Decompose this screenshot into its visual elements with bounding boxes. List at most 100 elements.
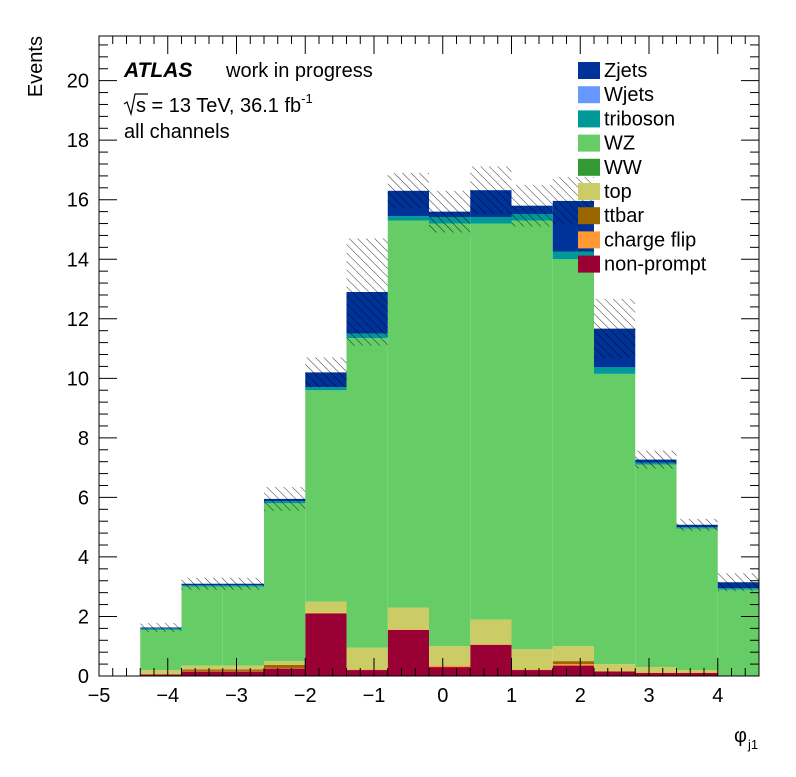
bar-top-bin-3 xyxy=(264,661,306,665)
x-tick-label: −4 xyxy=(156,685,179,707)
legend-label-non-prompt: non-prompt xyxy=(604,254,707,276)
x-tick-label: −5 xyxy=(88,685,111,707)
uncertainty-band-bin-8 xyxy=(470,166,512,215)
legend-swatch-Wjets xyxy=(578,86,600,104)
x-tick-label: 1 xyxy=(506,685,517,707)
legend-swatch-WZ xyxy=(578,134,600,152)
bar-WZ-bin-1 xyxy=(181,586,223,666)
bar-top-bin-11 xyxy=(594,664,636,671)
x-tick-label: 0 xyxy=(437,685,448,707)
uncertainty-band-bin-14 xyxy=(717,573,759,592)
legend-swatch-top xyxy=(578,183,600,200)
bar-charge-flip-bin-13 xyxy=(676,672,718,674)
bar-charge-flip-bin-1 xyxy=(181,670,223,672)
bar-non-prompt-bin-9 xyxy=(511,670,553,676)
bar-charge-flip-bin-3 xyxy=(264,667,306,669)
bar-charge-flip-bin-5 xyxy=(346,669,388,671)
y-tick-label: 2 xyxy=(78,606,89,628)
bar-ttbar-bin-1 xyxy=(181,669,223,671)
bar-top-bin-0 xyxy=(140,670,182,675)
y-tick-label: 8 xyxy=(78,428,89,450)
uncertainty-band-bin-3 xyxy=(264,486,306,511)
bar-top-bin-10 xyxy=(552,646,594,662)
y-tick-label: 14 xyxy=(67,249,89,271)
bar-top-bin-8 xyxy=(470,619,512,645)
x-tick-label: −2 xyxy=(294,685,317,707)
bar-non-prompt-bin-4 xyxy=(305,613,347,676)
uncertainty-band-bin-2 xyxy=(222,577,264,590)
bar-WZ-bin-6 xyxy=(387,220,429,608)
bar-WZ-bin-10 xyxy=(552,259,594,647)
bar-non-prompt-bin-2 xyxy=(222,671,264,676)
bar-charge-flip-bin-12 xyxy=(635,672,677,674)
bar-charge-flip-bin-11 xyxy=(594,670,636,672)
bar-WZ-bin-9 xyxy=(511,220,553,650)
bar-top-bin-12 xyxy=(635,667,677,673)
y-tick-label: 10 xyxy=(67,368,89,390)
bar-charge-flip-bin-6 xyxy=(387,629,429,630)
bar-charge-flip-bin-10 xyxy=(552,664,594,666)
bar-triboson-bin-8 xyxy=(470,216,512,224)
legend-label-ttbar: ttbar xyxy=(604,205,644,227)
x-tick-label: 4 xyxy=(712,685,723,707)
bar-top-bin-5 xyxy=(346,647,388,670)
y-tick-label: 6 xyxy=(78,487,89,509)
bar-top-bin-1 xyxy=(181,665,223,670)
x-tick-label: −1 xyxy=(363,685,386,707)
legend-label-WZ: WZ xyxy=(604,133,635,155)
y-tick-label: 16 xyxy=(67,190,89,212)
bar-non-prompt-bin-13 xyxy=(676,673,718,676)
uncertainty-band-bin-13 xyxy=(676,518,718,531)
bar-WZ-bin-14 xyxy=(717,589,759,676)
bar-non-prompt-bin-5 xyxy=(346,670,388,676)
bar-top-bin-2 xyxy=(222,665,264,670)
x-tick-label: −3 xyxy=(225,685,248,707)
bar-triboson-bin-6 xyxy=(387,216,429,221)
y-tick-label: 0 xyxy=(78,666,89,688)
uncertainty-band-bin-11 xyxy=(594,298,636,359)
energy-lumi-label: s = 13 TeV, 36.1 fb-1 xyxy=(136,91,313,117)
bar-WZ-bin-12 xyxy=(635,464,677,668)
bar-ttbar-bin-10 xyxy=(552,661,594,665)
bar-triboson-bin-11 xyxy=(594,367,636,374)
bar-WZ-bin-2 xyxy=(222,586,264,666)
legend-swatch-triboson xyxy=(578,110,600,128)
atlas-label: ATLAS xyxy=(123,59,192,82)
bar-WZ-bin-11 xyxy=(594,373,636,665)
bar-non-prompt-bin-8 xyxy=(470,644,512,676)
bar-non-prompt-bin-0 xyxy=(140,674,182,676)
x-axis-label-sub: j1 xyxy=(747,737,758,752)
bar-WZ-bin-4 xyxy=(305,390,347,602)
x-tick-label: 3 xyxy=(643,685,654,707)
uncertainty-band-bin-6 xyxy=(387,172,429,209)
y-tick-label: 20 xyxy=(67,71,89,93)
y-axis-label: Events xyxy=(25,36,47,97)
uncertainty-band-bin-12 xyxy=(635,450,677,469)
bar-ttbar-bin-2 xyxy=(222,669,264,671)
bar-ttbar-bin-3 xyxy=(264,664,306,668)
legend-label-triboson: triboson xyxy=(604,108,675,130)
bar-top-bin-13 xyxy=(676,670,718,673)
uncertainty-band-bin-4 xyxy=(305,357,347,388)
bar-charge-flip-bin-9 xyxy=(511,669,553,671)
legend-label-top: top xyxy=(604,181,632,203)
channel-label: all channels xyxy=(124,121,230,143)
bar-triboson-bin-10 xyxy=(552,251,594,260)
uncertainty-layer xyxy=(140,166,759,632)
bar-WZ-bin-5 xyxy=(346,338,388,648)
bar-non-prompt-bin-7 xyxy=(429,667,471,676)
legend-swatch-charge-flip xyxy=(578,231,600,249)
bar-non-prompt-bin-12 xyxy=(635,673,677,676)
legend-label-WW: WW xyxy=(604,157,642,179)
bar-top-bin-6 xyxy=(387,607,429,630)
legend-swatch-Zjets xyxy=(578,62,600,79)
bar-charge-flip-bin-8 xyxy=(470,644,512,645)
bar-WZ-bin-7 xyxy=(429,223,471,647)
y-tick-label: 4 xyxy=(78,547,89,569)
legend-swatch-ttbar xyxy=(578,207,600,225)
bar-WZ-bin-13 xyxy=(676,528,718,671)
